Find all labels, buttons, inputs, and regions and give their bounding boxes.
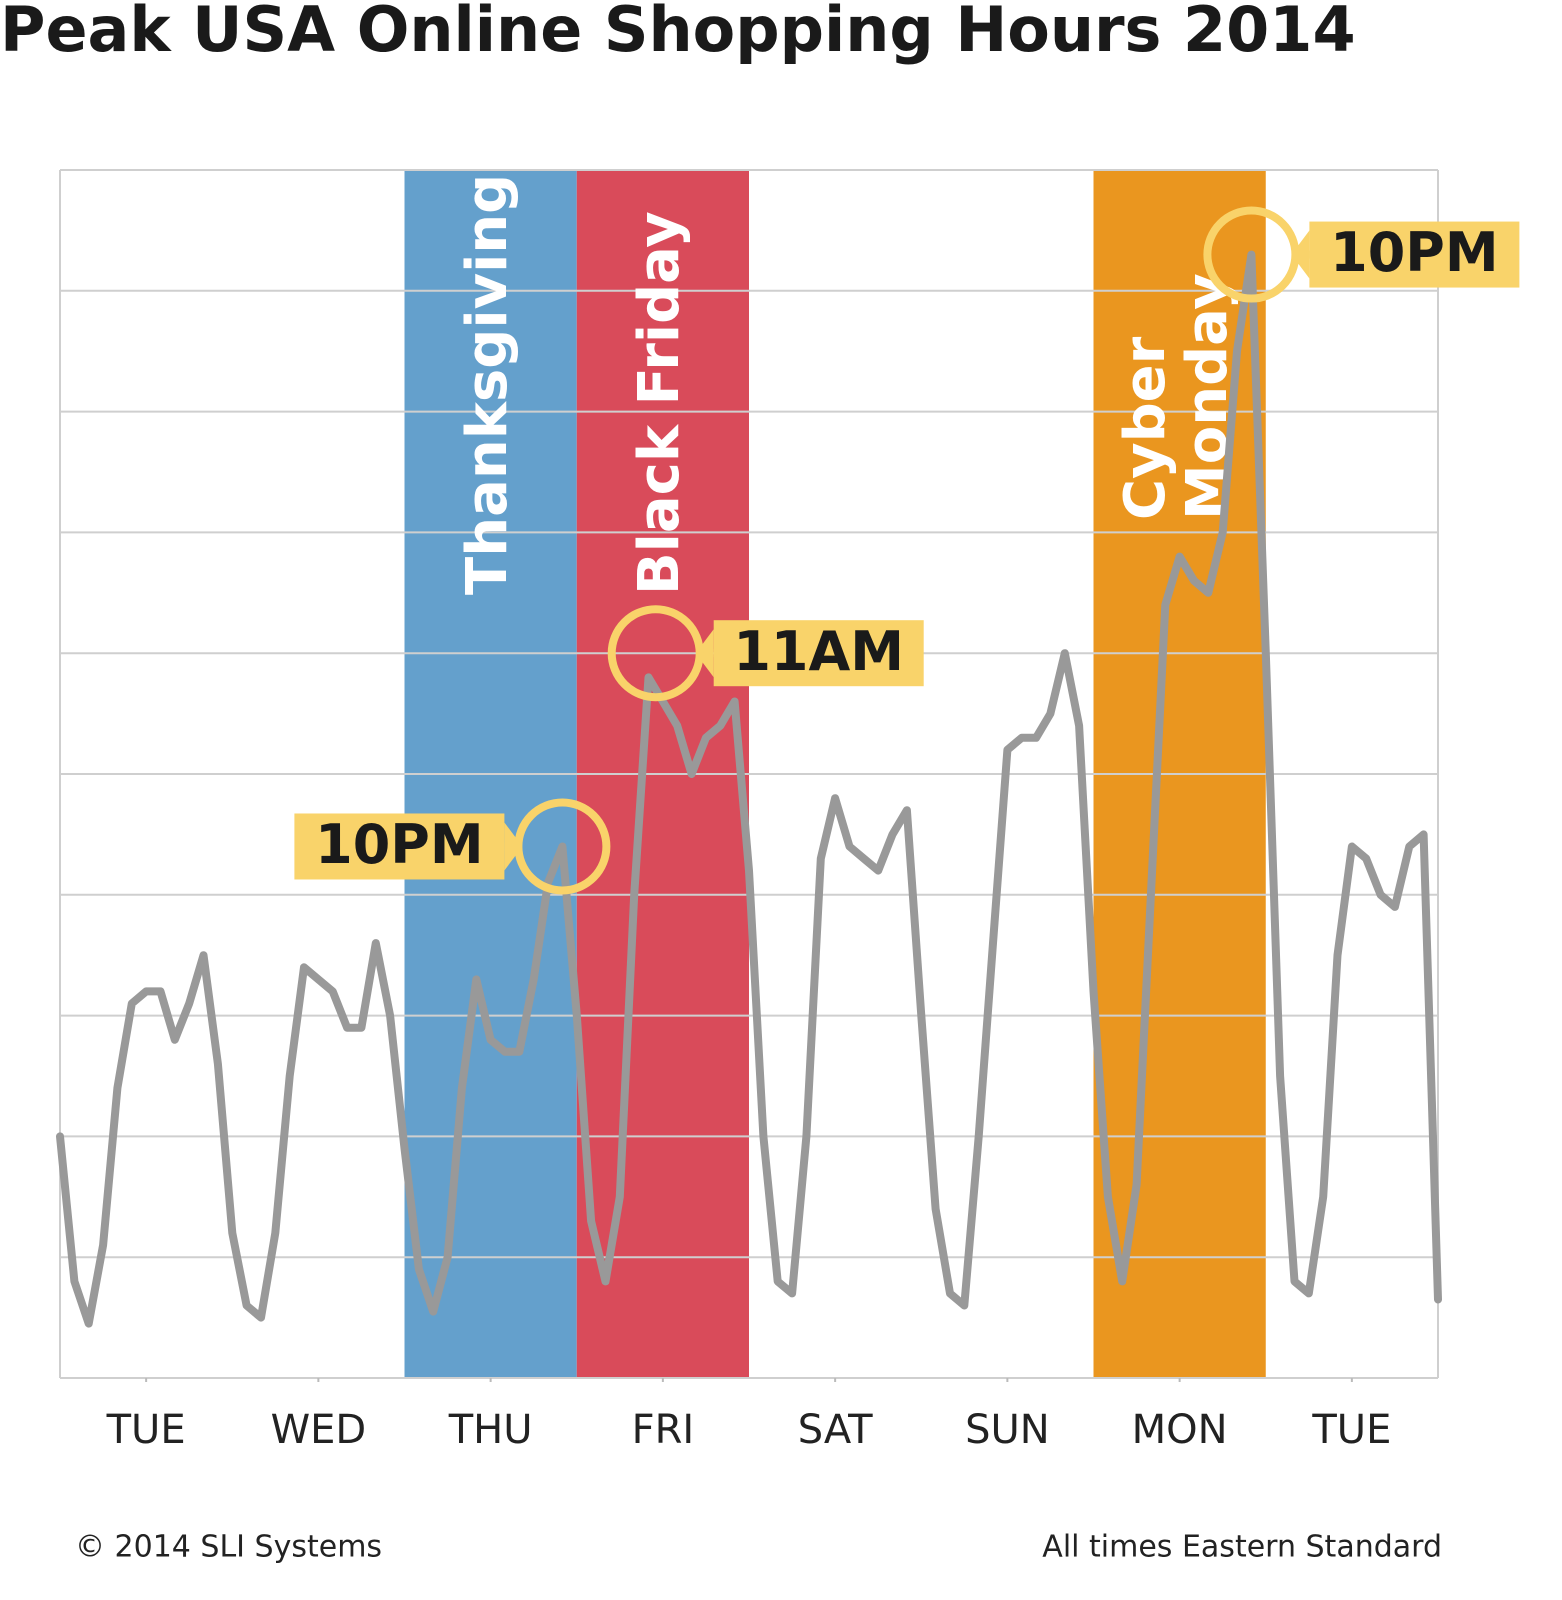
annotation-box xyxy=(1309,221,1520,288)
annotation-circle xyxy=(514,798,611,895)
x-tick-label: WED xyxy=(271,1407,367,1453)
annotation-circle xyxy=(607,605,704,702)
band-label: Thanksgiving xyxy=(455,174,520,595)
x-tick-label: SUN xyxy=(965,1407,1050,1453)
band-label: Cyber xyxy=(1113,336,1178,520)
annotation: 10PM xyxy=(294,798,611,895)
x-tick-label: MON xyxy=(1132,1407,1228,1453)
x-tick-label: THU xyxy=(448,1407,533,1453)
chart-title: Peak USA Online Shopping Hours 2014 xyxy=(0,0,1356,66)
footer-left: © 2014 SLI Systems xyxy=(75,1530,382,1565)
annotation-pointer xyxy=(504,822,523,871)
data-line xyxy=(56,250,1442,1328)
band-label: Black Friday xyxy=(627,211,692,595)
annotation: 10PM xyxy=(1203,206,1520,303)
annotation-label: 10PM xyxy=(315,813,483,876)
annotation-box xyxy=(294,813,505,880)
annotation-box xyxy=(713,620,924,687)
annotation-label: 10PM xyxy=(1330,221,1498,284)
annotation-circle xyxy=(1203,206,1300,303)
x-tick-label: FRI xyxy=(632,1407,695,1453)
x-tick-label: SAT xyxy=(798,1407,873,1453)
annotation-pointer xyxy=(1291,230,1310,279)
annotation: 11AM xyxy=(607,605,924,702)
annotation-label: 11AM xyxy=(733,620,904,683)
annotation-pointer xyxy=(695,629,714,678)
x-tick-label: TUE xyxy=(1311,1407,1391,1453)
x-tick-label: TUE xyxy=(106,1407,186,1453)
footer-right: All times Eastern Standard xyxy=(1042,1530,1442,1565)
